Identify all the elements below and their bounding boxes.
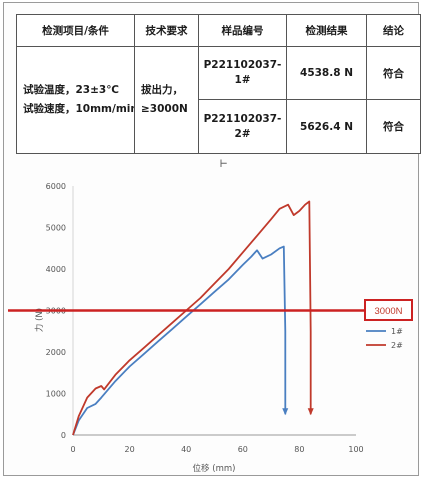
conclusion-2: 符合 xyxy=(366,99,421,154)
result-2: 5626.4 N xyxy=(286,99,367,154)
y-tick-label: 1000 xyxy=(46,390,66,399)
legend-label: 2# xyxy=(391,341,403,350)
conclusion-1: 符合 xyxy=(366,46,421,100)
y-tick-label: 4000 xyxy=(46,265,66,274)
x-tick-label: 0 xyxy=(70,445,75,454)
reference-label-box xyxy=(364,299,413,321)
x-tick-labels: 0 20 40 60 80 100 xyxy=(70,445,363,454)
requirement-label: 拔出力， xyxy=(141,84,183,96)
y-tick-label: 2000 xyxy=(46,348,66,357)
sample-id-2: P221102037-2# xyxy=(198,99,287,154)
series-line-2 xyxy=(72,200,312,436)
series-end-arrow-1 xyxy=(282,408,289,416)
test-temperature: 试验温度，23±3℃ xyxy=(23,84,119,96)
x-tick-label: 20 xyxy=(125,445,135,454)
y-axis-label: 力 (N) xyxy=(34,308,45,332)
text-cursor-icon: ⊢ xyxy=(220,156,228,170)
reference-label: 3000N xyxy=(375,306,403,317)
test-report-table: 检测项目/条件 技术要求 样品编号 检测结果 结论 试验温度，23±3℃ 试验速… xyxy=(16,14,421,154)
y-tick-label: 0 xyxy=(61,431,66,440)
chart-legend: 1# 2# xyxy=(366,327,403,350)
legend-label: 1# xyxy=(391,327,403,336)
table-row: P221102037-2# 5626.4 N 符合 xyxy=(17,99,421,154)
test-speed: 试验速度，10mm/min xyxy=(23,103,135,115)
series-end-arrow-2 xyxy=(307,408,314,416)
x-tick-label: 80 xyxy=(294,445,304,454)
y-tick-label: 5000 xyxy=(46,224,66,233)
series-layer xyxy=(72,200,314,436)
sample-id-1: P221102037-1# xyxy=(198,46,287,100)
x-tick-label: 100 xyxy=(348,445,363,454)
y-tick-label: 6000 xyxy=(46,182,66,191)
table-row: 试验温度，23±3℃ 试验速度，10mm/min 拔出力， ≥3000N P22… xyxy=(16,46,421,154)
x-tick-label: 40 xyxy=(181,445,191,454)
header-test-item: 检测项目/条件 xyxy=(16,14,135,47)
requirement-cell: 拔出力， ≥3000N xyxy=(134,46,199,154)
requirement-value: ≥3000N xyxy=(141,103,188,115)
x-axis-label: 位移 (mm) xyxy=(193,463,236,474)
table-header-row: 检测项目/条件 技术要求 样品编号 检测结果 结论 xyxy=(16,14,421,47)
series-line-1 xyxy=(72,245,287,436)
x-tick-label: 60 xyxy=(238,445,248,454)
